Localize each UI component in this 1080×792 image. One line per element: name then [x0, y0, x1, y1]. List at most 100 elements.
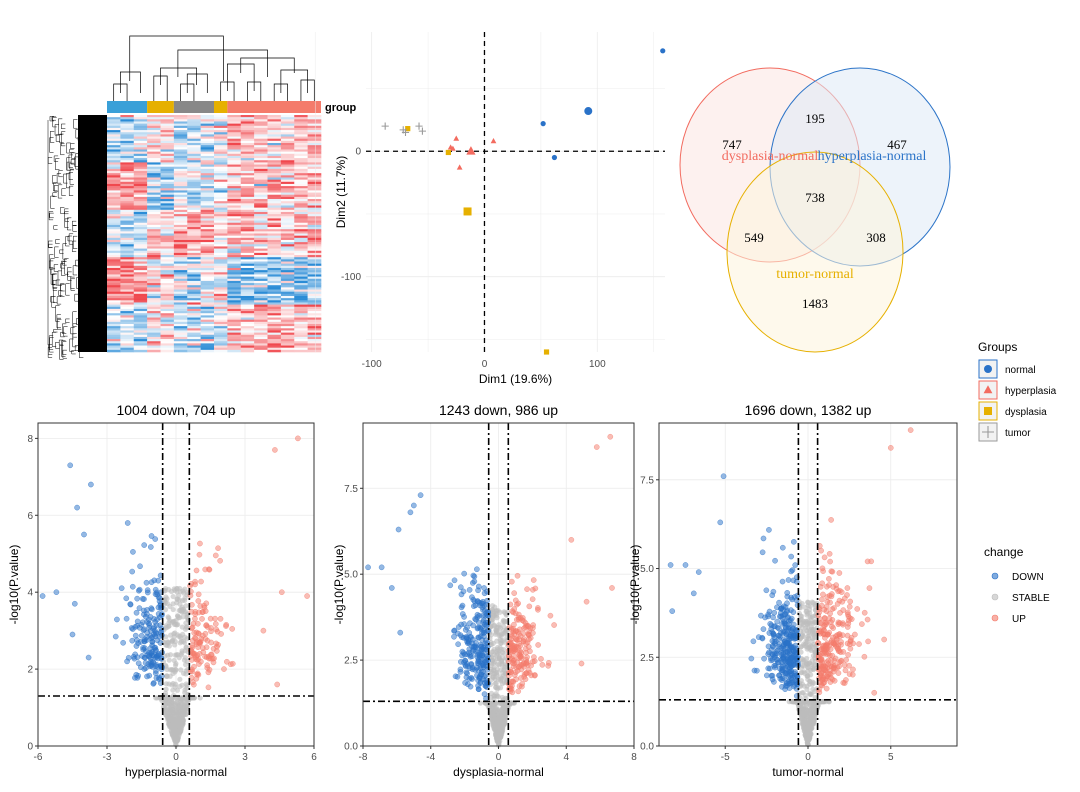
heatmap-cell	[307, 220, 322, 224]
heatmap-cell	[254, 341, 268, 344]
volcano-point-stable	[804, 673, 810, 679]
heatmap-cell	[227, 162, 242, 165]
heatmap-cell	[227, 192, 242, 196]
heatmap-cell	[254, 308, 268, 312]
heatmap-cell	[107, 347, 121, 351]
heatmap-cell	[160, 231, 175, 234]
heatmap-cell	[307, 140, 322, 144]
heatmap-cell	[107, 274, 121, 277]
heatmap-cell	[200, 199, 215, 202]
heatmap-cell	[227, 244, 242, 247]
volcano-point-up	[515, 688, 522, 695]
volcano-point-down	[784, 593, 791, 600]
volcano-point-up	[523, 649, 529, 656]
heatmap-cell	[173, 194, 188, 198]
volcano-point-down	[142, 660, 149, 666]
heatmap-cell	[107, 283, 121, 286]
heatmap-cell	[107, 313, 121, 316]
heatmap-cell	[173, 315, 188, 318]
heatmap-cell	[267, 130, 282, 133]
heatmap-cell	[120, 248, 135, 252]
volcano-point-down	[776, 599, 782, 606]
volcano-point-stable	[488, 632, 494, 638]
row-dendrogram-branch	[69, 169, 75, 185]
heatmap-cell	[120, 332, 135, 336]
heatmap-cell	[147, 242, 161, 245]
heatmap-cell	[254, 186, 268, 189]
heatmap-cell	[240, 304, 255, 308]
heatmap-cell	[200, 188, 215, 191]
heatmap-cell	[133, 151, 148, 155]
heatmap-cell	[254, 168, 268, 172]
heatmap-cell	[294, 235, 308, 239]
heatmap-cell	[240, 323, 255, 327]
heatmap-cell	[227, 237, 242, 241]
row-dendrogram-branch	[67, 267, 72, 277]
heatmap-cell	[200, 143, 215, 146]
heatmap-cell	[267, 336, 282, 340]
volcano-point-stable	[177, 601, 183, 607]
heatmap-cell	[214, 183, 228, 187]
volcano-point-stable	[804, 737, 811, 743]
heatmap-cell	[133, 134, 148, 137]
volcano-point-up	[525, 631, 531, 637]
heatmap-cell	[120, 237, 135, 241]
heatmap-cell	[214, 117, 228, 120]
volcano-point-stable	[177, 633, 183, 639]
volcano-point-stable	[497, 685, 504, 691]
volcano-point-stable	[797, 613, 804, 619]
volcano-point-stable	[174, 736, 180, 742]
heatmap-cell	[240, 121, 255, 124]
heatmap-cell	[294, 311, 308, 314]
heatmap-cell	[227, 319, 242, 323]
heatmap-cell	[254, 149, 268, 152]
heatmap-cell	[133, 319, 148, 323]
heatmap-cell	[240, 259, 255, 262]
heatmap-cell	[133, 140, 148, 144]
heatmap-cell	[173, 237, 188, 241]
heatmap-cell	[107, 291, 121, 295]
volcano-point-down	[151, 644, 158, 651]
heatmap-cell	[307, 125, 322, 129]
heatmap-cell	[187, 229, 201, 232]
heatmap-cell	[107, 231, 121, 234]
heatmap-cell	[187, 166, 201, 170]
heatmap-cell	[173, 190, 188, 193]
heatmap-cell	[160, 196, 175, 200]
pca-y-tick-label: -100	[341, 272, 361, 283]
heatmap-cell	[267, 259, 282, 262]
volcano-point-down	[153, 630, 160, 637]
heatmap-cell	[254, 123, 268, 127]
heatmap-cell	[267, 295, 282, 299]
volcano-point-up	[511, 672, 518, 678]
heatmap-cell	[254, 246, 268, 249]
heatmap-cell	[240, 295, 255, 299]
heatmap-cell	[147, 287, 161, 290]
volcano-point-down	[410, 502, 417, 509]
heatmap-cell	[173, 145, 188, 148]
volcano-point-down	[132, 624, 139, 630]
heatmap-cell	[120, 132, 135, 135]
heatmap-cell	[147, 328, 161, 331]
heatmap-cell	[294, 300, 308, 303]
heatmap-cell	[280, 248, 295, 252]
volcano-point-stable	[176, 592, 182, 599]
heatmap-cell	[200, 121, 215, 124]
heatmap-cell	[280, 211, 295, 215]
heatmap-cell	[307, 196, 322, 200]
volcano-point-up	[274, 681, 281, 688]
heatmap-cell	[107, 308, 121, 312]
heatmap-cell	[267, 242, 282, 245]
row-dendrogram-branch	[75, 259, 80, 267]
heatmap-cell	[200, 186, 215, 189]
heatmap-cell	[200, 272, 215, 275]
row-dendrogram-branch	[59, 345, 64, 360]
heatmap-cell	[147, 283, 161, 286]
heatmap-cell	[200, 224, 215, 228]
heatmap-cell	[254, 248, 268, 252]
volcano-point-down	[457, 659, 464, 665]
heatmap-cell	[107, 186, 121, 189]
volcano-point-stable	[169, 704, 175, 710]
volcano-point-down	[776, 632, 783, 639]
volcano-point-stable	[802, 604, 808, 611]
